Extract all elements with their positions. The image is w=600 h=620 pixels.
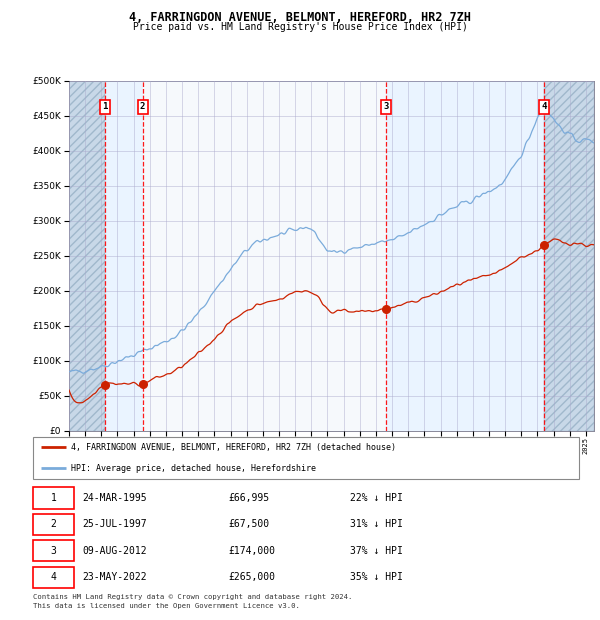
FancyBboxPatch shape bbox=[33, 514, 74, 535]
Text: 37% ↓ HPI: 37% ↓ HPI bbox=[350, 546, 403, 556]
Text: 4: 4 bbox=[50, 572, 56, 582]
Text: Contains HM Land Registry data © Crown copyright and database right 2024.: Contains HM Land Registry data © Crown c… bbox=[33, 594, 352, 600]
FancyBboxPatch shape bbox=[33, 437, 579, 479]
Text: HPI: Average price, detached house, Herefordshire: HPI: Average price, detached house, Here… bbox=[71, 464, 316, 472]
Text: 25-JUL-1997: 25-JUL-1997 bbox=[82, 520, 147, 529]
FancyBboxPatch shape bbox=[33, 487, 74, 508]
Text: 4: 4 bbox=[541, 102, 547, 112]
Text: £66,995: £66,995 bbox=[229, 493, 270, 503]
Bar bbox=[143, 81, 386, 431]
Text: 24-MAR-1995: 24-MAR-1995 bbox=[82, 493, 147, 503]
Text: 4, FARRINGDON AVENUE, BELMONT, HEREFORD, HR2 7ZH (detached house): 4, FARRINGDON AVENUE, BELMONT, HEREFORD,… bbox=[71, 443, 397, 451]
Text: 1: 1 bbox=[102, 102, 107, 112]
Text: 31% ↓ HPI: 31% ↓ HPI bbox=[350, 520, 403, 529]
Text: 4, FARRINGDON AVENUE, BELMONT, HEREFORD, HR2 7ZH: 4, FARRINGDON AVENUE, BELMONT, HEREFORD,… bbox=[129, 11, 471, 24]
Text: 35% ↓ HPI: 35% ↓ HPI bbox=[350, 572, 403, 582]
Bar bbox=[105, 81, 143, 431]
FancyBboxPatch shape bbox=[33, 567, 74, 588]
Text: £174,000: £174,000 bbox=[229, 546, 276, 556]
Text: Price paid vs. HM Land Registry's House Price Index (HPI): Price paid vs. HM Land Registry's House … bbox=[133, 22, 467, 32]
Text: 2: 2 bbox=[140, 102, 145, 112]
Text: 3: 3 bbox=[50, 546, 56, 556]
Text: 3: 3 bbox=[383, 102, 388, 112]
Text: £265,000: £265,000 bbox=[229, 572, 276, 582]
Text: 1: 1 bbox=[50, 493, 56, 503]
Text: £67,500: £67,500 bbox=[229, 520, 270, 529]
Text: This data is licensed under the Open Government Licence v3.0.: This data is licensed under the Open Gov… bbox=[33, 603, 300, 609]
Text: 09-AUG-2012: 09-AUG-2012 bbox=[82, 546, 147, 556]
Bar bbox=[386, 81, 544, 431]
FancyBboxPatch shape bbox=[33, 540, 74, 561]
Text: 23-MAY-2022: 23-MAY-2022 bbox=[82, 572, 147, 582]
Text: 2: 2 bbox=[50, 520, 56, 529]
Bar bbox=[544, 81, 594, 431]
Bar bbox=[69, 81, 105, 431]
Text: 22% ↓ HPI: 22% ↓ HPI bbox=[350, 493, 403, 503]
